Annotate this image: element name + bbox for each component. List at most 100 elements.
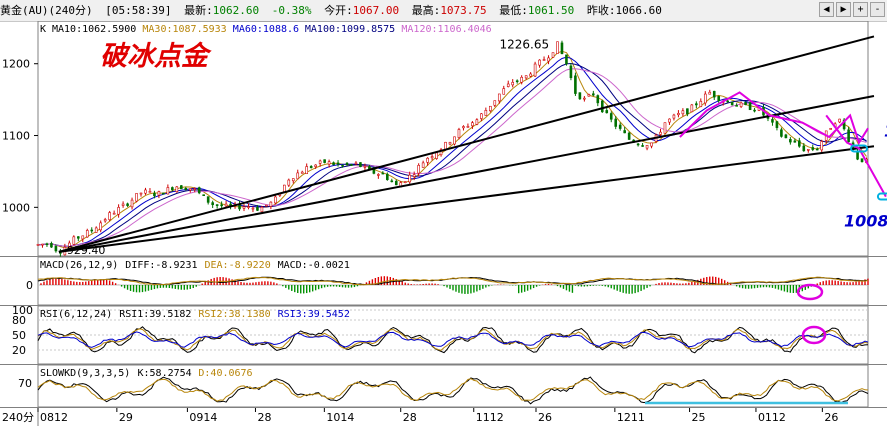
rsi-legend-2: RSI1:39.5182 [119,309,191,320]
candle-body [408,174,412,183]
forecast-path [825,114,887,198]
candle-body [77,236,80,239]
macd-highlight [796,283,824,301]
candle-body [627,132,631,140]
candle-body [327,161,331,165]
x-tick-label: 0914 [189,411,217,424]
candle-body [820,141,824,151]
high-value: 1073.75 [440,4,487,17]
candle-body [641,145,644,147]
prev-close-value: 1066.60 [615,4,662,17]
candle-body [618,124,622,129]
x-tick-label: 29 [119,411,133,424]
rsi3-line [37,331,869,348]
candle-body [489,105,492,112]
zoom-in-button[interactable]: + [853,2,868,17]
candle-body [224,203,228,207]
candle-body [520,76,523,83]
ma-legend-3: MA60:1088.6 [233,24,299,35]
candle-body [448,142,452,145]
candle-body [130,199,134,208]
candle-body [480,113,483,119]
candle-body [560,42,564,55]
candle-body [497,93,501,102]
candle-body [686,108,689,115]
open-label: 今开: [324,4,353,17]
rsi2-line [37,328,869,351]
kd-d-line [37,378,869,402]
y-tick-label: 1100 [2,130,30,143]
peak-label: 1226.65 [499,38,549,52]
candle-body [247,206,250,208]
candle-body [426,157,429,163]
ma-legend-1: MA10:1062.5900 [52,24,136,35]
candle-body [502,88,506,95]
candle-body [829,128,832,130]
y-tick-label: 1200 [2,58,30,71]
candle-body [578,92,582,100]
candle-body [121,203,125,206]
candle-body [556,41,559,54]
low-value: 1061.50 [527,4,575,17]
prev-close-label: 昨收: [586,4,616,17]
candle-body [583,97,586,100]
candle-body [166,187,170,195]
candle-body [699,100,703,107]
candle-body [260,206,264,212]
zoom-out-button[interactable]: - [870,2,885,17]
x-tick-label: 28 [257,411,271,424]
ma-legend-5: MA120:1106.4046 [401,24,491,35]
candle-body [85,230,89,238]
rsi-legend-1: RSI(6,12,24) [40,309,112,320]
prev-button[interactable]: ◀ [819,2,834,17]
candle-body [695,103,698,106]
candle-body [296,172,300,180]
x-tick-label: 0112 [758,411,786,424]
candle-body [806,149,810,151]
candle-body [703,93,707,104]
candle-body [748,102,752,111]
candle-body [471,122,474,127]
candle-body [453,136,456,145]
candle-body [394,180,398,186]
candle-body [305,166,309,175]
candle-body [614,118,618,127]
candle-body [215,204,219,206]
candle-body [712,90,716,98]
quote-header: 黄金(AU)(240分) [05:58:39] 最新:1062.60 -0.38… [0,0,887,22]
candle-body [600,100,604,113]
candle-body [663,122,667,134]
candle-body [784,134,788,139]
candle-body [345,162,349,165]
candle-body [636,143,640,146]
rsi-ytick: 100 [12,304,33,317]
ma-legend-2: MA30:1087.5933 [142,24,226,35]
candle-body [403,181,407,183]
candle-body [506,83,510,87]
candle-body [677,113,680,116]
candle-body [269,201,273,207]
candle-body [135,193,138,202]
latest-label: 最新: [184,4,213,17]
candle-body [462,126,465,129]
change-value: -0.38% [271,4,312,17]
candle-body [103,219,107,222]
next-button[interactable]: ▶ [836,2,851,17]
candle-body [157,191,161,196]
candle-body [381,172,385,175]
candle-body [359,162,362,168]
candle-body [90,229,94,232]
x-tick-label: 26 [824,411,838,424]
x-tick-label: 1112 [476,411,504,424]
candle-body [726,100,729,103]
candle-body [842,119,846,130]
candle-body [659,131,662,135]
candle-body [193,188,197,190]
candle-body [287,179,291,186]
candle-body [775,121,779,128]
candle-body [650,142,653,147]
candle-body [435,152,438,159]
candle-body [274,196,277,204]
high-label: 最高: [411,4,441,17]
